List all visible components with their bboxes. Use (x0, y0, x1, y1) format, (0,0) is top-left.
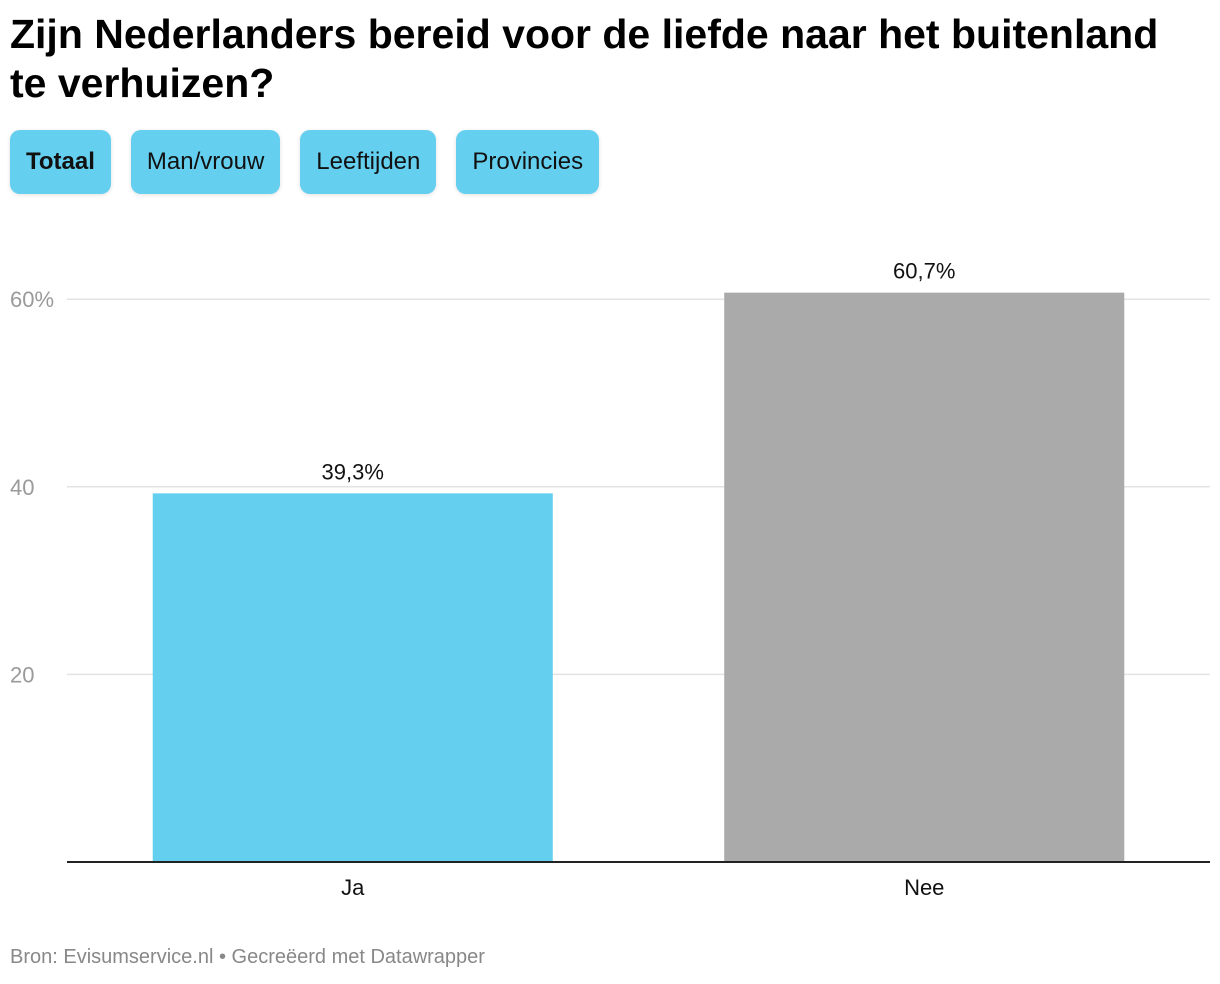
bar-chart: 20 40 60% 39,3% Ja 60,7% Nee (10, 259, 1210, 900)
x-tick-label: Nee (904, 875, 944, 900)
tab-totaal[interactable]: Totaal (10, 130, 111, 194)
source-footer: Bron: Evisumservice.nl • Gecreëerd met D… (10, 946, 485, 968)
tab-leeftijden[interactable]: Leeftijden (300, 130, 437, 194)
chart-title: Zijn Nederlanders bereid voor de liefde … (10, 11, 1159, 106)
bar-ja (152, 493, 553, 862)
view-tabs: Totaal Man/vrouw Leeftijden Provincies (10, 130, 600, 194)
tab-provincies[interactable]: Provincies (456, 130, 600, 194)
tab-man-vrouw[interactable]: Man/vrouw (130, 130, 281, 194)
data-label: 39,3% (322, 459, 384, 484)
y-tick-label: 20 (10, 662, 34, 687)
x-tick-label: Ja (341, 875, 365, 900)
y-tick-label: 60% (10, 287, 54, 312)
bar-nee (724, 292, 1125, 862)
y-tick-label: 40 (10, 475, 34, 500)
data-label: 60,7% (893, 259, 955, 284)
